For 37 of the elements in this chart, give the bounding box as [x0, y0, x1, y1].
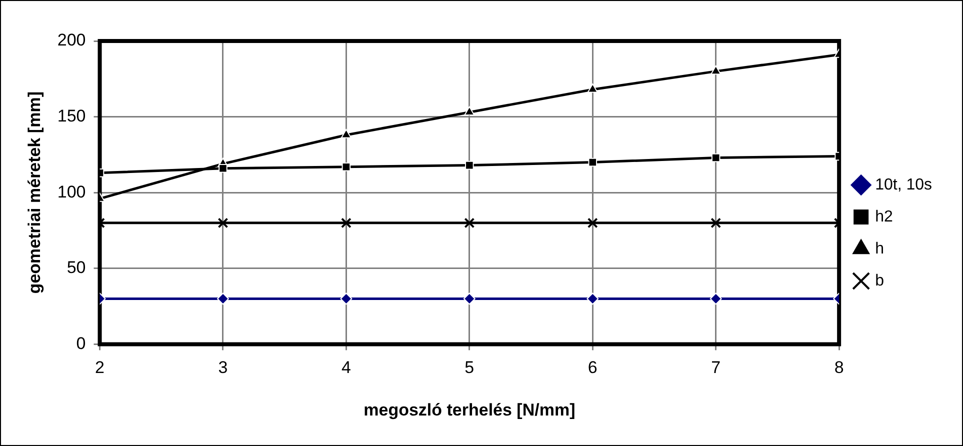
legend-label: 10t, 10s — [875, 176, 932, 194]
point — [710, 65, 722, 75]
x-tick-label: 7 — [711, 358, 721, 378]
point — [465, 160, 474, 170]
point — [340, 128, 352, 138]
legend-label: h — [875, 240, 884, 258]
point — [710, 218, 722, 228]
point — [588, 158, 598, 167]
x-tick-label: 5 — [464, 358, 474, 378]
point — [218, 218, 228, 228]
x-tick-label: 4 — [341, 358, 351, 378]
y-axis-title: geometriai méretek [mm] — [24, 92, 44, 294]
y-tick-label: 100 — [57, 182, 86, 202]
legend-label: b — [875, 272, 884, 290]
point — [463, 292, 476, 305]
x-tick-label: 6 — [588, 358, 598, 378]
x-tick-label: 2 — [95, 358, 104, 378]
point — [340, 292, 352, 305]
y-tick-label: 50 — [66, 258, 86, 278]
y-tick-label: 150 — [57, 106, 86, 126]
point — [586, 292, 599, 305]
point — [710, 292, 722, 305]
point — [587, 84, 598, 93]
point — [342, 162, 351, 172]
y-tick-label: 200 — [57, 30, 86, 50]
point — [340, 218, 352, 228]
x-axis-title: megoszló terhelés [N/mm] — [364, 400, 576, 420]
legend-label: h2 — [875, 208, 893, 226]
point — [464, 218, 475, 228]
y-tick-label: 0 — [76, 334, 86, 353]
x-tick-label: 3 — [218, 358, 228, 378]
point — [218, 164, 228, 173]
point — [464, 106, 475, 116]
x-tick-label: 8 — [834, 358, 844, 378]
point — [216, 292, 229, 305]
point — [587, 218, 598, 228]
point — [711, 153, 720, 162]
